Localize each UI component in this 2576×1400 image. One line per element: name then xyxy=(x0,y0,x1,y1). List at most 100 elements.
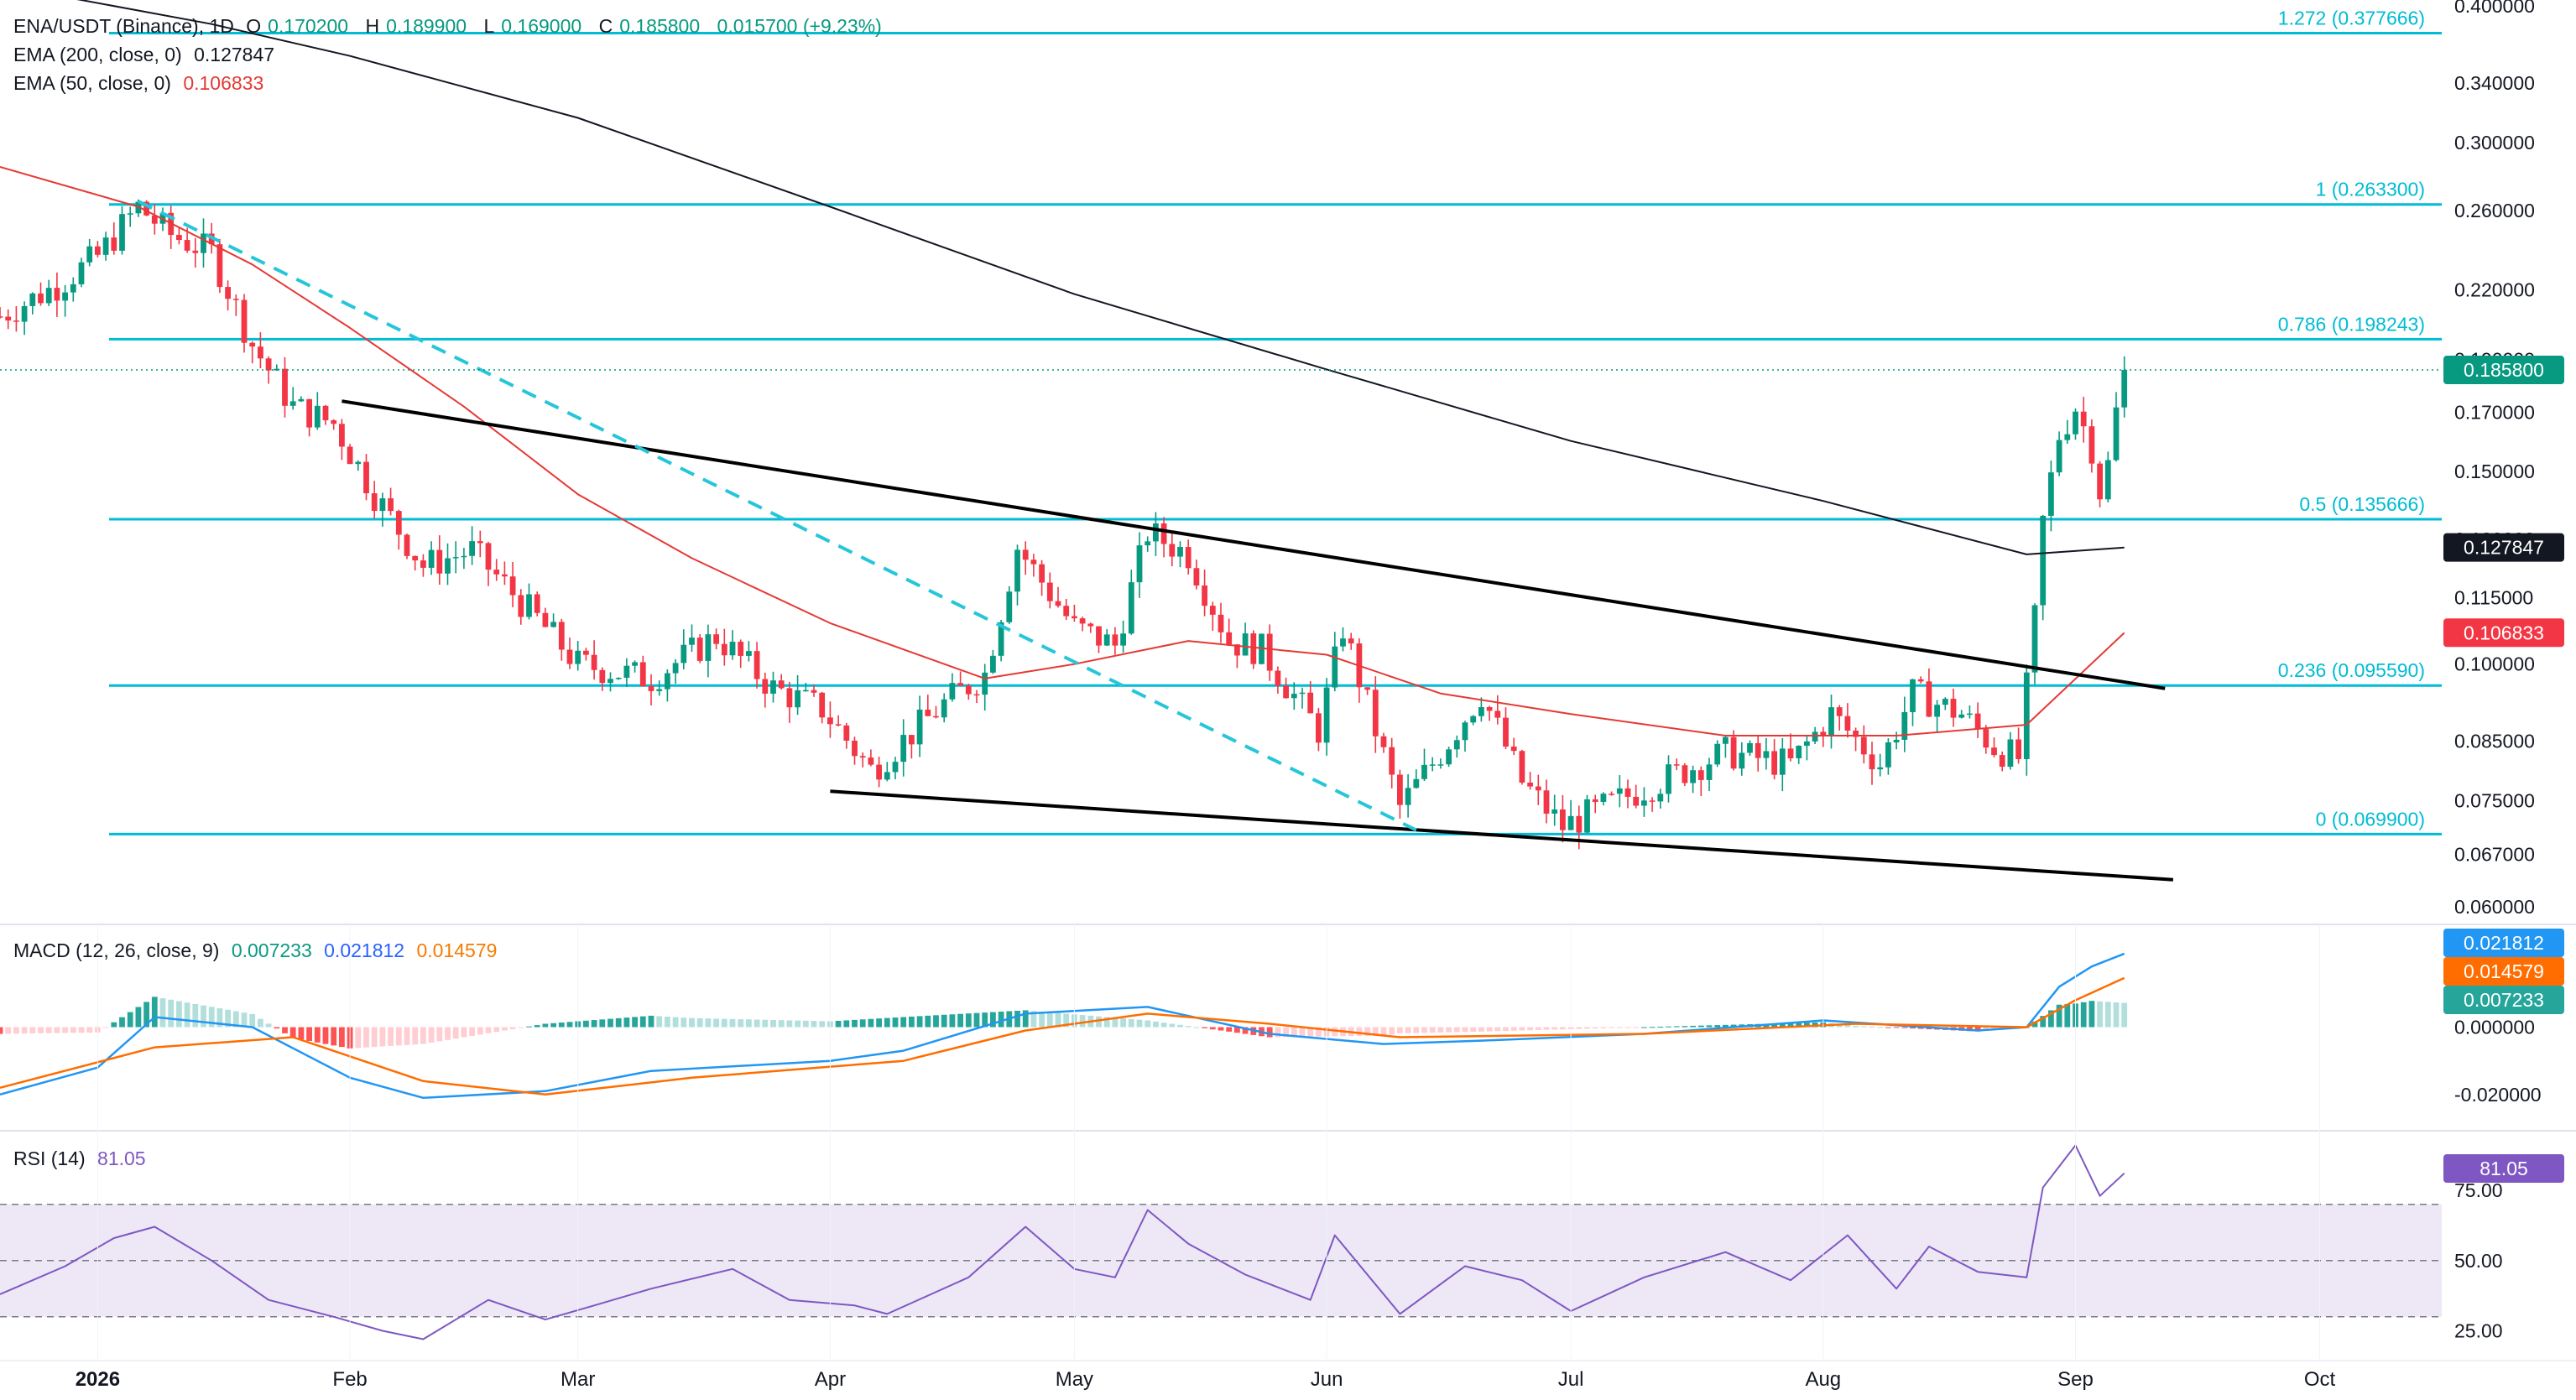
candle-body xyxy=(1153,523,1159,542)
macd-histogram-bar xyxy=(689,1017,695,1028)
macd-histogram-bar xyxy=(639,1016,646,1028)
macd-histogram-bar xyxy=(786,1020,793,1028)
price-axis-tick: 0.085000 xyxy=(2454,731,2535,752)
candle-body xyxy=(314,405,321,428)
macd-hist-value: 0.007233 xyxy=(231,939,312,961)
macd-histogram-bar xyxy=(232,1011,239,1028)
macd-histogram-bar xyxy=(1560,1027,1566,1030)
candle-body xyxy=(542,612,549,627)
time-axis-label: Apr xyxy=(815,1368,846,1391)
candle-body xyxy=(232,299,239,300)
candle-body xyxy=(1405,788,1411,805)
macd-histogram-bar xyxy=(86,1027,93,1033)
candle-body xyxy=(395,511,402,535)
macd-histogram-bar xyxy=(477,1027,483,1035)
candle-body xyxy=(1917,679,1924,682)
candle-body xyxy=(746,651,752,656)
macd-histogram-bar xyxy=(62,1027,68,1033)
macd-histogram-bar xyxy=(274,1027,280,1029)
macd-histogram-bar xyxy=(1356,1027,1363,1036)
macd-histogram-bar xyxy=(331,1027,337,1046)
macd-histogram-bar xyxy=(2080,1002,2087,1028)
candle-body xyxy=(705,634,712,661)
macd-histogram-bar xyxy=(1787,1023,1794,1028)
candle-body xyxy=(2080,411,2087,427)
candle-body xyxy=(1079,618,1086,624)
candle-body xyxy=(2040,515,2047,606)
change-value: 0.015700 (+9.23%) xyxy=(717,15,882,37)
ema50-tag: 0.106833 xyxy=(2464,622,2544,643)
macd-histogram-bar xyxy=(1910,1027,1916,1029)
candle-body xyxy=(274,368,280,371)
macd-histogram-bar xyxy=(298,1027,305,1040)
candle-body xyxy=(1934,705,1940,717)
macd-histogram-bar xyxy=(778,1020,785,1028)
fib-level-label: 0.236 (0.095590) xyxy=(2278,659,2425,681)
macd-histogram-bar xyxy=(1592,1027,1598,1029)
time-axis-label: Sep xyxy=(2057,1368,2094,1391)
candle-body xyxy=(1413,778,1420,788)
macd-histogram-bar xyxy=(1649,1027,1656,1028)
macd-histogram-bar xyxy=(1079,1015,1086,1028)
macd-histogram-bar xyxy=(135,1007,142,1028)
macd-histogram-bar xyxy=(802,1020,809,1028)
rsi-line xyxy=(0,1144,2125,1340)
candle-body xyxy=(1332,646,1338,688)
candle-body xyxy=(575,650,581,664)
macd-histogram-bar xyxy=(1917,1027,1924,1029)
macd-histogram-bar xyxy=(1128,1018,1134,1028)
candle-body xyxy=(54,288,60,301)
candle-body xyxy=(2056,440,2062,473)
candle-body xyxy=(493,570,500,575)
macd-histogram-bar xyxy=(1706,1025,1713,1028)
macd-histogram-bar xyxy=(54,1027,60,1033)
candle-body xyxy=(1739,752,1745,769)
macd-histogram-bar xyxy=(1096,1016,1102,1028)
macd-histogram-bar xyxy=(1584,1027,1590,1029)
price-axis-tick: 0.100000 xyxy=(2454,653,2535,675)
ema50-label: EMA (50, close, 0) xyxy=(13,72,171,94)
macd-histogram-bar xyxy=(127,1012,133,1028)
macd-histogram-bar xyxy=(909,1016,915,1028)
macd-histogram-bar xyxy=(1234,1027,1240,1033)
candle-body xyxy=(1006,591,1013,622)
candle-body xyxy=(1364,687,1370,690)
macd-histogram-bar xyxy=(1486,1027,1493,1032)
candle-body xyxy=(1950,699,1957,718)
candle-body xyxy=(1706,764,1713,780)
rsi-value-tag: 81.05 xyxy=(2480,1158,2528,1179)
candle-body xyxy=(925,709,931,716)
candle-body xyxy=(721,643,727,656)
macd-histogram-bar xyxy=(1185,1026,1192,1028)
price-axis-tick: 0.220000 xyxy=(2454,278,2535,300)
macd-histogram-bar xyxy=(119,1017,125,1028)
ema50-line xyxy=(0,165,2125,736)
ema200-value: 0.127847 xyxy=(194,44,275,65)
macd-histogram-bar xyxy=(705,1018,712,1028)
macd-histogram-bar xyxy=(1039,1012,1045,1028)
candle-body xyxy=(1853,730,1859,737)
macd-histogram-bar xyxy=(1453,1027,1460,1033)
last-price-tag-bg xyxy=(2443,356,2564,385)
candle-body xyxy=(607,679,613,684)
macd-histogram-bar xyxy=(151,997,158,1028)
macd-histogram-bar xyxy=(1014,1010,1020,1028)
macd-line-tag: 0.021812 xyxy=(2464,932,2544,954)
macd-histogram-bar xyxy=(1022,1010,1029,1028)
macd-histogram-bar xyxy=(746,1019,752,1028)
candle-body xyxy=(143,201,149,216)
candle-body xyxy=(1666,764,1671,794)
candle-body xyxy=(1316,713,1322,743)
macd-histogram-bar xyxy=(1242,1027,1249,1034)
candle-body xyxy=(843,725,850,741)
candle-body xyxy=(445,558,451,574)
candle-body xyxy=(1616,788,1623,794)
candle-body xyxy=(29,293,36,306)
macd-histogram-bar xyxy=(615,1017,622,1028)
candle-body xyxy=(282,368,288,406)
macd-histogram-bar xyxy=(1332,1027,1338,1037)
candle-body xyxy=(1389,747,1395,775)
candle-body xyxy=(241,299,248,343)
ema50-legend: EMA (50, close, 0) 0.106833 xyxy=(13,69,270,97)
